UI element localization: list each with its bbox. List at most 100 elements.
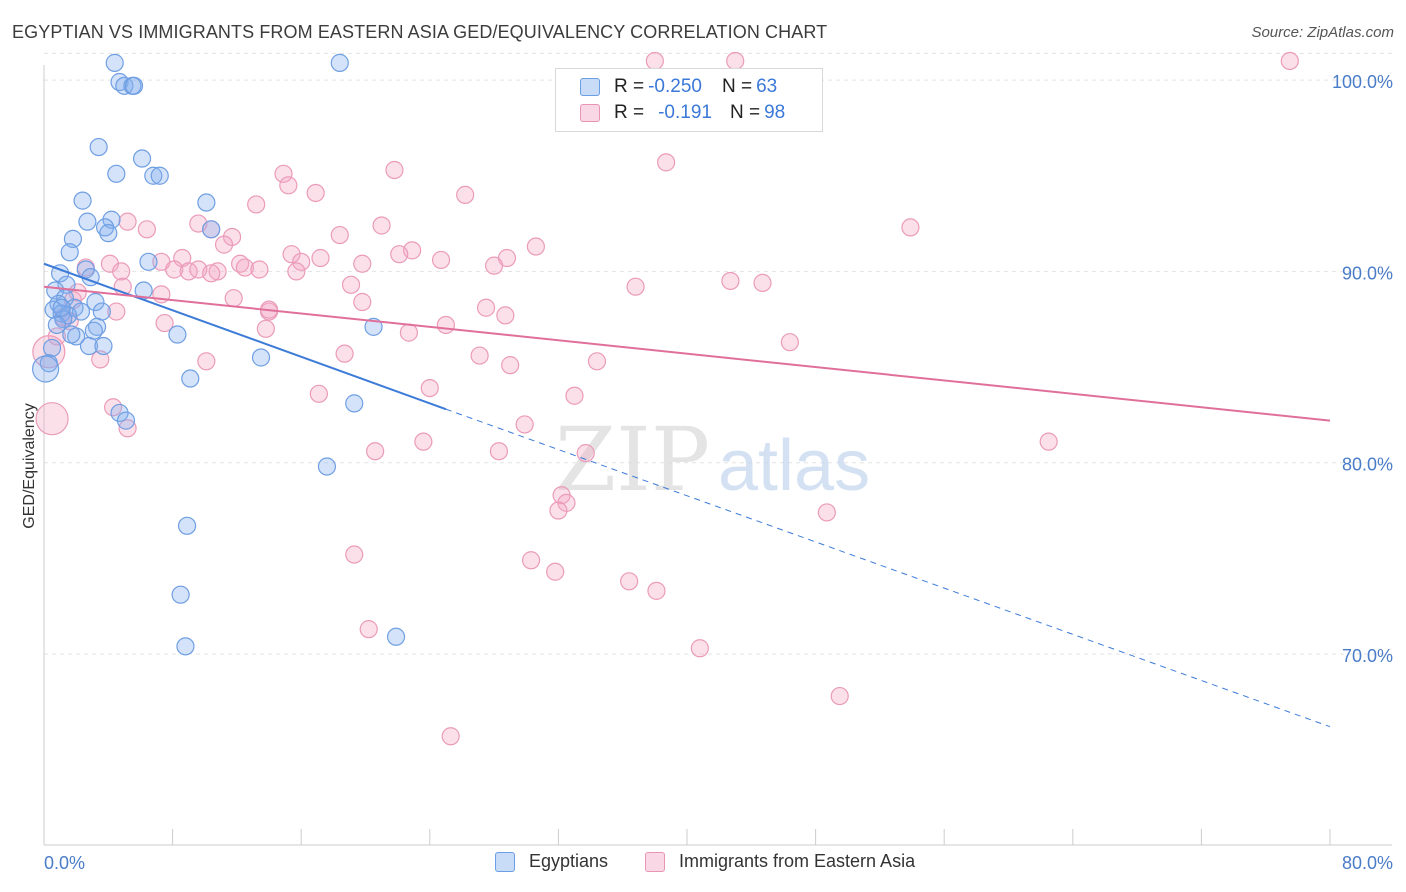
data-point [112, 262, 131, 281]
data-point [78, 212, 97, 231]
data-point [279, 176, 298, 195]
data-point [353, 292, 372, 312]
chart-title: EGYPTIAN VS IMMIGRANTS FROM EASTERN ASIA… [12, 22, 828, 42]
data-point [521, 551, 541, 570]
data-point [197, 352, 216, 371]
data-point [107, 164, 126, 183]
data-point [414, 432, 433, 451]
data-point [657, 153, 676, 172]
data-point [86, 292, 105, 312]
data-point [1280, 51, 1299, 71]
data-point [79, 336, 99, 356]
x-tick-label-max: 80.0% [1342, 853, 1393, 873]
x-tick-label-min: 0.0% [44, 853, 85, 873]
data-point [116, 411, 136, 430]
data-point [780, 333, 799, 352]
watermark: ZIP atlas [555, 408, 870, 511]
data-point [366, 442, 385, 461]
data-point [287, 262, 306, 281]
legend-n-label: N = [721, 76, 753, 97]
series-immigrants-eastern-asia [32, 51, 1299, 746]
legend-swatch-pink [580, 104, 600, 122]
data-point [137, 220, 156, 239]
data-point [94, 336, 113, 356]
data-point [214, 235, 234, 254]
data-point [726, 51, 745, 71]
data-point [620, 572, 639, 591]
axes [43, 65, 1392, 846]
data-point [105, 53, 124, 72]
data-point [52, 298, 71, 317]
data-point [92, 302, 111, 321]
stats-legend: R = -0.250 N = 63 R = -0.191 N = 98 [555, 68, 823, 132]
data-point [501, 356, 520, 375]
data-point [306, 183, 325, 203]
data-point [95, 218, 115, 237]
data-point [1039, 432, 1058, 451]
data-point [690, 639, 709, 658]
legend-row-egyptians: R = -0.250 N = 63 [580, 75, 777, 99]
data-point [721, 271, 740, 291]
data-point [587, 352, 607, 371]
legend-r-label: R = [614, 102, 645, 123]
data-point [420, 378, 439, 398]
data-point [118, 212, 137, 231]
data-point [549, 501, 568, 520]
data-point [901, 218, 920, 237]
data-point [144, 166, 163, 185]
data-point [89, 137, 108, 157]
legend-n-value: 63 [756, 76, 778, 97]
data-point [202, 220, 221, 239]
data-point [84, 321, 103, 340]
data-point [32, 355, 60, 383]
legend-n-value: 98 [764, 102, 786, 123]
data-point [526, 237, 545, 256]
data-point [42, 338, 62, 358]
data-point [647, 581, 666, 600]
data-point [35, 402, 69, 436]
data-point [107, 302, 126, 321]
data-point [390, 245, 409, 264]
data-point [753, 273, 772, 292]
data-point [155, 313, 174, 333]
data-point [476, 298, 496, 317]
data-point [176, 637, 195, 656]
source-credit: Source: ZipAtlas.com [1251, 24, 1394, 41]
y-tick-labels: 70.0% 80.0% 90.0% 100.0% [1332, 72, 1393, 666]
data-point [208, 262, 227, 281]
data-point [177, 516, 197, 535]
data-point [364, 317, 383, 336]
legend-item-egyptians[interactable]: Egyptians [495, 851, 608, 872]
data-point [341, 275, 361, 294]
data-point [496, 306, 515, 325]
trend-line-eastern-asia [43, 285, 1331, 422]
gridlines [44, 52, 1392, 655]
data-point [292, 252, 311, 271]
y-tick-label: 90.0% [1342, 263, 1393, 283]
data-point [60, 243, 79, 262]
data-point [372, 216, 391, 235]
data-point [235, 258, 255, 277]
legend-r-label: R = [614, 76, 645, 97]
data-point [386, 627, 406, 646]
data-point [274, 164, 293, 183]
legend-label-egyptians: Egyptians [529, 851, 609, 871]
y-tick-label: 70.0% [1342, 646, 1393, 666]
trend-extension-egyptians [445, 408, 1331, 728]
data-point [345, 394, 364, 413]
data-point [353, 254, 372, 273]
data-point [345, 545, 364, 564]
data-point [317, 457, 337, 476]
legend-swatch-blue [580, 78, 600, 96]
data-point [830, 686, 849, 706]
trend-line-egyptians [43, 262, 447, 411]
data-point [224, 289, 243, 308]
data-point [91, 350, 110, 369]
data-point [431, 250, 451, 270]
series-egyptians [32, 53, 406, 656]
legend-item-eastern-asia[interactable]: Immigrants from Eastern Asia [645, 851, 915, 872]
legend-label-eastern-asia: Immigrants from Eastern Asia [679, 851, 916, 871]
data-point [202, 264, 221, 283]
data-point [330, 53, 349, 72]
